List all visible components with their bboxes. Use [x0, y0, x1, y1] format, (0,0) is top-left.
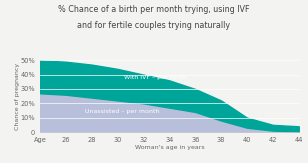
Y-axis label: Chance of pregnancy: Chance of pregnancy	[15, 63, 20, 130]
Text: and for fertile couples trying naturally: and for fertile couples trying naturally	[77, 21, 231, 30]
X-axis label: Woman's age in years: Woman's age in years	[135, 145, 204, 150]
Text: % Chance of a birth per month trying, using IVF: % Chance of a birth per month trying, us…	[58, 5, 250, 14]
Text: With IVF – per cycle: With IVF – per cycle	[124, 75, 186, 80]
Text: Unassisted – per month: Unassisted – per month	[85, 109, 160, 114]
